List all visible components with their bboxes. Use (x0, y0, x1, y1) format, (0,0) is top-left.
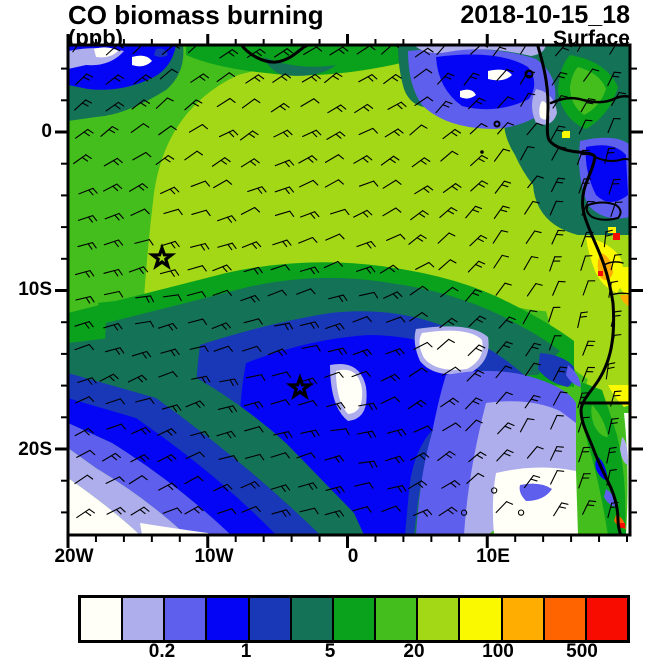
colorbar-cell (376, 598, 419, 640)
coastline (239, 45, 623, 535)
colorbar-tick-label: 20 (403, 641, 425, 662)
colorbar-cell (291, 598, 334, 640)
colorbar-cell (249, 598, 292, 640)
star-marker (285, 373, 315, 401)
x-tick-label: 10W (194, 546, 234, 567)
colorbar-cell (418, 598, 461, 640)
map-plot (55, 34, 643, 548)
colorbar-tick-label: 500 (566, 641, 598, 662)
colorbar (78, 595, 630, 643)
colorbar-cell (207, 598, 250, 640)
colorbar-cell (333, 598, 377, 640)
plot-title: CO biomass burning (68, 0, 324, 30)
plot-datetime: 2018-10-15_18 (460, 1, 630, 29)
colorbar-cell (586, 598, 628, 640)
star-marker (147, 243, 177, 271)
island-saotome-dot (480, 150, 484, 154)
colorbar-tick-label: 1 (240, 641, 252, 662)
axis-ticks (55, 34, 643, 548)
x-tick-label: 10E (476, 546, 510, 567)
island-principe-outline (493, 120, 501, 128)
y-tick-label: 20S (18, 439, 52, 460)
colorbar-tick-label: 5 (324, 641, 336, 662)
y-tick-label: 10S (18, 279, 52, 300)
colorbar-cell (81, 598, 124, 640)
colorbar-cell (502, 598, 545, 640)
contour-field (68, 45, 630, 535)
colorbar-cell (165, 598, 208, 640)
x-tick-label: 0 (347, 546, 359, 567)
country-borders (549, 94, 630, 405)
y-tick-label: 0 (41, 121, 52, 142)
colorbar-cell (544, 598, 587, 640)
colorbar-tick-label: 100 (482, 641, 514, 662)
colorbar-cell (123, 598, 166, 640)
colorbar-tick-label: 0.2 (148, 641, 176, 662)
x-tick-label: 20W (54, 546, 94, 567)
island-bioko-outline (524, 69, 534, 79)
colorbar-cell (460, 598, 503, 640)
